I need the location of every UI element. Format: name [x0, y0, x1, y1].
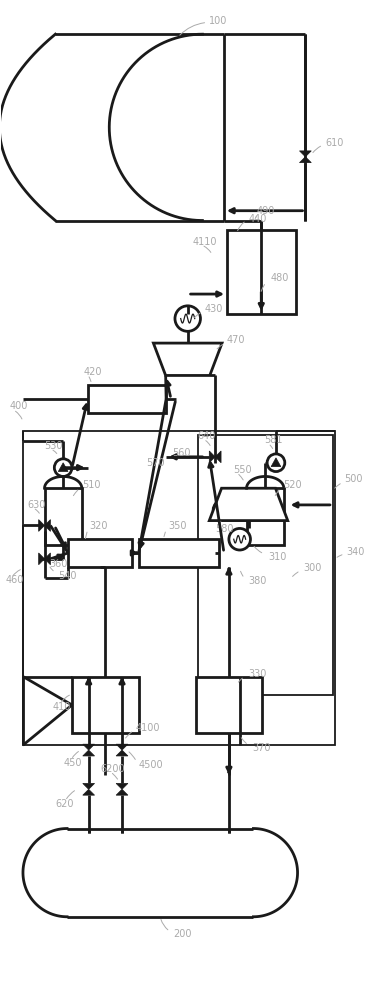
Text: 4500: 4500	[139, 760, 163, 770]
Text: 320: 320	[90, 521, 108, 531]
Text: 350: 350	[168, 521, 187, 531]
Text: 470: 470	[227, 335, 245, 345]
Text: 640: 640	[197, 431, 216, 441]
Polygon shape	[83, 783, 94, 789]
Text: 580: 580	[215, 524, 234, 534]
Text: 530: 530	[45, 441, 63, 451]
Text: 510: 510	[82, 480, 100, 490]
Polygon shape	[116, 789, 128, 795]
Bar	[72, 677, 139, 733]
Text: 480: 480	[270, 273, 289, 283]
Circle shape	[175, 306, 200, 331]
Text: 490: 490	[256, 206, 275, 216]
Circle shape	[54, 459, 72, 476]
Text: 420: 420	[84, 367, 102, 377]
Text: 630: 630	[27, 500, 45, 510]
Text: 330: 330	[248, 669, 267, 679]
Text: 4110: 4110	[193, 237, 217, 247]
Polygon shape	[58, 463, 68, 472]
Polygon shape	[209, 451, 215, 463]
Text: 4100: 4100	[136, 723, 160, 733]
Text: 500: 500	[345, 474, 363, 484]
Text: 6200: 6200	[100, 764, 125, 774]
Polygon shape	[83, 750, 94, 756]
Polygon shape	[217, 505, 227, 514]
Text: 610: 610	[325, 138, 344, 148]
Bar	[197, 435, 333, 695]
Bar	[196, 677, 262, 733]
Text: 581: 581	[264, 435, 283, 445]
Bar	[88, 385, 166, 413]
Circle shape	[267, 454, 285, 472]
Text: 380: 380	[248, 576, 267, 586]
Polygon shape	[45, 553, 51, 565]
Text: 360: 360	[49, 559, 68, 569]
Polygon shape	[300, 157, 311, 163]
Bar	[23, 431, 335, 745]
Text: 100: 100	[209, 16, 228, 26]
Text: 560: 560	[172, 448, 190, 458]
Text: 300: 300	[303, 563, 322, 573]
Polygon shape	[154, 343, 222, 375]
Text: 410: 410	[52, 702, 71, 712]
Bar	[45, 488, 82, 545]
Polygon shape	[39, 520, 45, 531]
Polygon shape	[116, 744, 128, 750]
Polygon shape	[83, 789, 94, 795]
Bar	[246, 488, 284, 545]
Text: 460: 460	[5, 575, 24, 585]
Text: 310: 310	[268, 552, 286, 562]
Polygon shape	[209, 488, 288, 521]
Text: 550: 550	[233, 465, 251, 475]
Circle shape	[229, 528, 251, 550]
Text: 440: 440	[248, 214, 267, 224]
Text: 620: 620	[55, 799, 74, 809]
Polygon shape	[45, 520, 51, 531]
Text: 540: 540	[58, 571, 77, 581]
Text: 200: 200	[173, 929, 192, 939]
Polygon shape	[116, 750, 128, 756]
Polygon shape	[83, 744, 94, 750]
Polygon shape	[116, 783, 128, 789]
Bar	[139, 539, 219, 567]
Bar	[68, 539, 132, 567]
Text: 520: 520	[283, 480, 301, 490]
Circle shape	[213, 501, 231, 519]
Text: 400: 400	[9, 401, 28, 411]
Bar	[227, 230, 296, 314]
Polygon shape	[215, 451, 221, 463]
Polygon shape	[300, 151, 311, 157]
Text: 430: 430	[204, 304, 223, 314]
Polygon shape	[39, 553, 45, 565]
Text: 340: 340	[346, 547, 365, 557]
Text: 450: 450	[63, 758, 82, 768]
Text: 570: 570	[146, 458, 165, 468]
Polygon shape	[271, 458, 281, 467]
Text: 370: 370	[252, 743, 271, 753]
